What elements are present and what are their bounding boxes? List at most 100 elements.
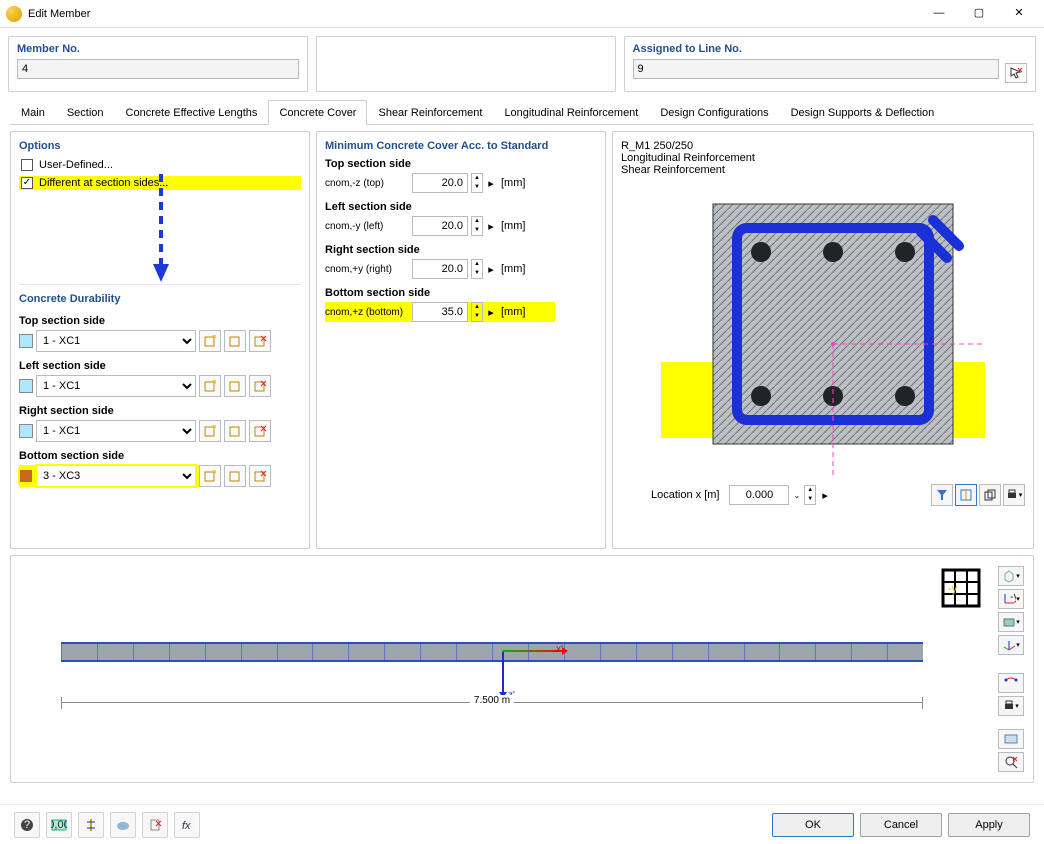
new-exposure-button[interactable] <box>199 330 221 352</box>
print-beam-button[interactable]: ▾ <box>998 696 1024 716</box>
reinf-curve-button[interactable] <box>998 673 1024 693</box>
help-button[interactable]: ? <box>14 812 40 838</box>
cover-spinner[interactable]: ▲▼ <box>471 216 483 236</box>
cover-pane: Minimum Concrete Cover Acc. to Standard … <box>316 131 606 549</box>
cursor-pick-icon <box>1009 66 1023 80</box>
tab-bar: MainSectionConcrete Effective LengthsCon… <box>10 100 1034 125</box>
cover-step-icon[interactable]: ▸ <box>486 177 496 190</box>
cover-spinner[interactable]: ▲▼ <box>471 302 483 322</box>
cover-step-icon[interactable]: ▸ <box>486 306 496 319</box>
member-icon <box>84 818 98 832</box>
durability-side-label: Top section side <box>19 315 301 327</box>
assigned-label: Assigned to Line No. <box>633 43 1027 55</box>
tab-design-supports-deflection[interactable]: Design Supports & Deflection <box>780 100 946 125</box>
app-icon <box>6 6 22 22</box>
member-no-input[interactable] <box>17 59 299 79</box>
filter-button[interactable] <box>931 484 953 506</box>
select-region-button[interactable] <box>998 729 1024 749</box>
find-button[interactable] <box>998 752 1024 772</box>
cover-spinner[interactable]: ▲▼ <box>471 173 483 193</box>
cloud-button[interactable] <box>110 812 136 838</box>
axes-button[interactable]: -y▾ <box>998 589 1024 609</box>
cover-step-icon[interactable]: ▸ <box>486 220 496 233</box>
cover-side-label: Bottom section side <box>325 287 597 299</box>
tab-design-configurations[interactable]: Design Configurations <box>649 100 779 125</box>
exposure-select[interactable]: 1 - XC1 <box>36 375 196 397</box>
ok-button[interactable]: OK <box>772 813 854 837</box>
cover-unit: [mm] <box>501 306 525 318</box>
exposure-select[interactable]: 1 - XC1 <box>36 420 196 442</box>
select-icon <box>1004 732 1018 746</box>
edit-exposure-button[interactable] <box>224 375 246 397</box>
pick-line-button[interactable] <box>1005 63 1027 83</box>
edit-exposure-button[interactable] <box>224 420 246 442</box>
print-view-button[interactable]: ▾ <box>1003 484 1025 506</box>
tab-main[interactable]: Main <box>10 100 56 125</box>
remove-icon <box>253 424 267 438</box>
view-3d-button[interactable]: ▾ <box>998 566 1024 586</box>
options-title: Options <box>19 140 301 152</box>
exposure-select[interactable]: 1 - XC1 <box>36 330 196 352</box>
remove-exposure-button[interactable] <box>249 330 271 352</box>
cover-value-input[interactable] <box>412 259 468 279</box>
different-sides-row[interactable]: Different at section sides... <box>19 176 301 190</box>
new-icon <box>203 424 217 438</box>
remove-exposure-button[interactable] <box>249 375 271 397</box>
copy-view-button[interactable] <box>979 484 1001 506</box>
cover-step-icon[interactable]: ▸ <box>486 263 496 276</box>
edit-exposure-button[interactable] <box>224 330 246 352</box>
printer-icon <box>1003 700 1015 712</box>
location-step-icon[interactable]: ▸ <box>820 489 830 502</box>
cover-side-row: cnom,+y (right)▲▼▸[mm] <box>325 259 597 279</box>
user-defined-row[interactable]: User-Defined... <box>19 158 301 172</box>
tab-concrete-cover[interactable]: Concrete Cover <box>268 100 367 125</box>
function-button[interactable]: fx <box>174 812 200 838</box>
cover-value-input[interactable] <box>412 216 468 236</box>
exposure-select[interactable]: 3 - XC3 <box>36 465 196 487</box>
assigned-panel: Assigned to Line No. <box>624 36 1036 92</box>
axes-icon: -y <box>1002 592 1016 606</box>
render-button[interactable]: ▾ <box>998 612 1024 632</box>
new-exposure-button[interactable] <box>199 375 221 397</box>
location-input[interactable] <box>729 485 789 505</box>
cover-value-input[interactable] <box>412 302 468 322</box>
tab-concrete-effective-lengths[interactable]: Concrete Effective Lengths <box>115 100 269 125</box>
remove-icon <box>253 469 267 483</box>
apply-button[interactable]: Apply <box>948 813 1030 837</box>
durability-side-row: 3 - XC3 <box>19 465 301 487</box>
tab-longitudinal-reinforcement[interactable]: Longitudinal Reinforcement <box>493 100 649 125</box>
cover-title: Minimum Concrete Cover Acc. to Standard <box>325 140 597 152</box>
tab-shear-reinforcement[interactable]: Shear Reinforcement <box>367 100 493 125</box>
units-button[interactable]: 0,00 <box>46 812 72 838</box>
edit-icon <box>228 379 242 393</box>
tab-section[interactable]: Section <box>56 100 115 125</box>
durability-side-row: 1 - XC1 <box>19 420 301 442</box>
edit-exposure-button[interactable] <box>224 465 246 487</box>
new-exposure-button[interactable] <box>199 465 221 487</box>
close-button[interactable]: ✕ <box>1000 3 1038 25</box>
origin-button[interactable]: ▾ <box>998 635 1024 655</box>
member-type-button[interactable] <box>78 812 104 838</box>
cover-symbol: cnom,-z (top) <box>325 178 409 189</box>
cover-side-label: Left section side <box>325 201 597 213</box>
location-dropdown-icon[interactable]: ⌄ <box>793 491 800 500</box>
remove-exposure-button[interactable] <box>249 420 271 442</box>
location-spinner[interactable]: ▲▼ <box>804 485 816 505</box>
beam-x-axis <box>502 650 562 652</box>
maximize-button[interactable]: ▢ <box>960 3 998 25</box>
preview-line-2: Longitudinal Reinforcement <box>621 152 1025 164</box>
new-exposure-button[interactable] <box>199 420 221 442</box>
edit-icon <box>228 424 242 438</box>
cover-side-label: Top section side <box>325 158 597 170</box>
section-highlight-button[interactable] <box>955 484 977 506</box>
assigned-input[interactable] <box>633 59 999 79</box>
user-defined-checkbox[interactable] <box>21 159 33 171</box>
remove-exposure-button[interactable] <box>249 465 271 487</box>
different-sides-checkbox[interactable] <box>21 177 33 189</box>
cover-spinner[interactable]: ▲▼ <box>471 259 483 279</box>
remove-icon <box>253 334 267 348</box>
cancel-button[interactable]: Cancel <box>860 813 942 837</box>
cover-value-input[interactable] <box>412 173 468 193</box>
delete-button[interactable] <box>142 812 168 838</box>
minimize-button[interactable]: — <box>920 3 958 25</box>
